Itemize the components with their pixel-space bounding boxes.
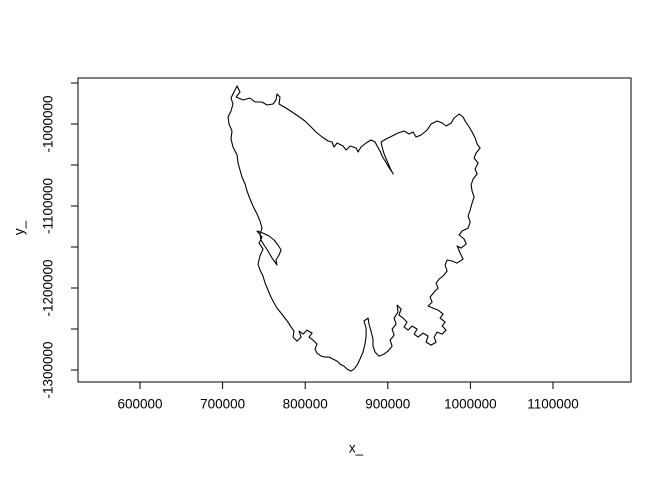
x-tick-label: 600000 xyxy=(117,396,163,412)
y-tick-label: -1100000 xyxy=(40,177,56,235)
y-tick-label: -1200000 xyxy=(40,259,56,317)
plot-box xyxy=(77,77,632,383)
y-tick-label: -1000000 xyxy=(40,95,56,153)
tasmania-coastline-outline-path xyxy=(227,85,481,372)
x-tick-label: 1000000 xyxy=(444,396,497,412)
x-tick-label: 800000 xyxy=(282,396,328,412)
y-tick-label: -1300000 xyxy=(40,341,56,399)
x-axis-title: x_ xyxy=(348,440,364,456)
x-tick-label: 900000 xyxy=(365,396,411,412)
y-axis-title: y_ xyxy=(11,220,27,236)
x-tick-label: 1100000 xyxy=(527,396,579,412)
x-tick-label: 700000 xyxy=(200,396,246,412)
